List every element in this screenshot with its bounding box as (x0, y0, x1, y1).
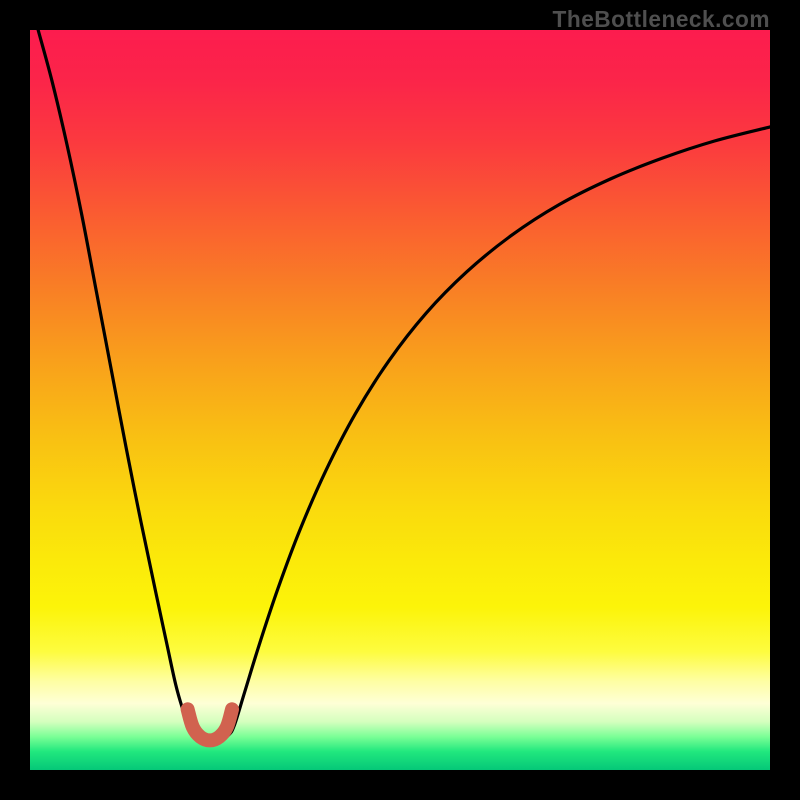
bottleneck-curve-path (38, 30, 770, 742)
plot-area (30, 30, 770, 770)
watermark-text: TheBottleneck.com (553, 6, 770, 33)
bottleneck-curve (30, 30, 770, 770)
dip-marker (188, 709, 232, 740)
